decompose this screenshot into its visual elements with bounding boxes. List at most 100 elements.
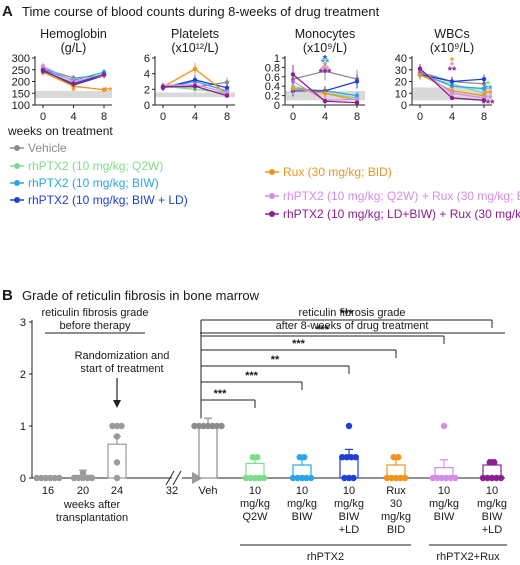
bar-dot [204, 422, 212, 430]
group-text: rhPTX2+Rux [436, 551, 500, 563]
bar-dot [488, 474, 496, 482]
legend-swatch-dot [14, 163, 20, 169]
y-tick-label: 10 [395, 88, 407, 100]
y-tick-label: 0.4 [265, 81, 280, 93]
bar-label-line: 10 [438, 485, 450, 497]
group-label-2: rhPTX2+Rux [429, 544, 507, 563]
significance-bracket-3: ** [200, 354, 350, 419]
bar-dot [343, 454, 350, 461]
y-tick-label: 0.6 [265, 72, 280, 84]
data-point-LDBIW_Rux [160, 84, 166, 90]
after-label-1: reticulin fibrosis grade [299, 307, 406, 319]
chart-unit: (g/L) [61, 41, 87, 55]
legend-item-Q2W_Rux: rhPTX2 (10 mg/kg; Q2W) + Rux (30 mg/kg; … [265, 189, 520, 203]
data-point-BIW_LD [481, 76, 487, 82]
bar-label-line: 10 [486, 485, 498, 497]
data-point-LDBIW_Rux [449, 95, 455, 101]
week32-triangle [192, 472, 203, 484]
bar-dot [447, 474, 454, 482]
data-point-Q2W_Rux [40, 64, 46, 69]
bar-dot [56, 474, 63, 482]
bar-label: 20 [77, 485, 89, 497]
randomization-arrow-head [113, 400, 121, 408]
bar-dot [395, 454, 402, 461]
x-tick-label: 0 [40, 111, 46, 123]
y-tick-label: 3 [20, 317, 26, 329]
bar-dot [42, 474, 49, 482]
data-point-Q2W_Rux [449, 91, 455, 96]
bar-dot [307, 474, 315, 482]
group-text: rhPTX2 [307, 551, 344, 563]
significance-bracket-6: *** [200, 308, 493, 419]
bar-dot [339, 454, 346, 461]
x-tick-label: 8 [224, 111, 230, 123]
data-point-Vehicle [224, 80, 230, 85]
line-chart-3: Monocytes(x10⁹/L)00.20.40.60.810 4 8******… [265, 27, 365, 123]
significance-label: ** [271, 354, 280, 366]
legend-swatch-dot [14, 145, 20, 151]
bar-dot [493, 474, 500, 482]
significance-label: *** [340, 308, 354, 320]
y-tick-label: 0 [144, 100, 150, 112]
data-point-BIW_LD [354, 79, 360, 84]
data-point-Vehicle [481, 81, 487, 87]
y-tick-label: 40 [395, 53, 407, 65]
bar-label-line: Q2W [242, 511, 268, 523]
line-chart-2: Platelets(x10¹²/L) 0 2 4 6 0 4 8 [144, 27, 235, 123]
bar-dot [296, 454, 303, 461]
bar-dot [75, 474, 82, 482]
data-point-LDBIW_Rux [290, 72, 296, 77]
bar-dot [479, 474, 487, 482]
data-point-LDBIW_Rux [71, 81, 76, 87]
significance-mark: ** [104, 86, 113, 98]
bar-label-line: BIW [292, 511, 313, 523]
bar-dot [303, 474, 310, 482]
significance-mark: ** [484, 93, 493, 105]
weeks-label-2: transplantation [56, 512, 128, 524]
bar-dot [452, 474, 459, 482]
legend-label: rhPTX2 (10 mg/kg; Q2W) + Rux (30 mg/kg; … [283, 189, 520, 203]
bar-label-line: BIW [482, 511, 503, 523]
bar-label-line: Veh [199, 485, 218, 497]
panel-a-letter: A [2, 3, 13, 20]
legend-item-BIW_LD: rhPTX2 (10 mg/kg; BIW + LD) [10, 193, 188, 207]
x-tick-label: 8 [354, 111, 360, 123]
x-tick-label: 0 [160, 111, 166, 123]
chart-title: WBCs [434, 27, 469, 41]
significance-label: *** [292, 338, 306, 350]
y-tick-label: 20 [395, 77, 407, 89]
y-tick-label: 0.8 [265, 62, 280, 74]
bar-dot [51, 474, 58, 482]
bar-dot [401, 474, 409, 482]
y-tick-label: 0 [274, 100, 280, 112]
normal-range-band [35, 90, 112, 98]
bar-dot [486, 459, 493, 466]
data-point-BIW_LD [224, 85, 230, 90]
data-point-Rux [101, 87, 107, 92]
bar-dot [118, 422, 125, 430]
bar-dot [388, 474, 395, 482]
bar-dot [218, 422, 225, 430]
bar [198, 425, 218, 479]
chart-title: Monocytes [295, 27, 355, 41]
bar-dot [213, 422, 221, 430]
bar-dot [491, 459, 498, 466]
x-axis-label: weeks on treatment [7, 124, 113, 138]
bar-dot [200, 422, 207, 430]
bar-dot [345, 474, 353, 482]
bar-label-line: mg/kg [477, 498, 507, 510]
panel-b-title: Grade of reticulin fibrosis in bone marr… [22, 288, 260, 303]
before-label-2: before therapy [60, 320, 131, 332]
x-tick-label: 4 [192, 111, 198, 123]
panel-a-title: Time course of blood counts during 8-wee… [22, 4, 380, 19]
data-point-LDBIW_Rux [101, 72, 107, 77]
after-label-2: after 8-weeks of drug treatment [276, 320, 429, 332]
bar-dot [113, 422, 121, 430]
bar-label-line: 10 [343, 485, 355, 497]
bar-dot [350, 474, 357, 482]
